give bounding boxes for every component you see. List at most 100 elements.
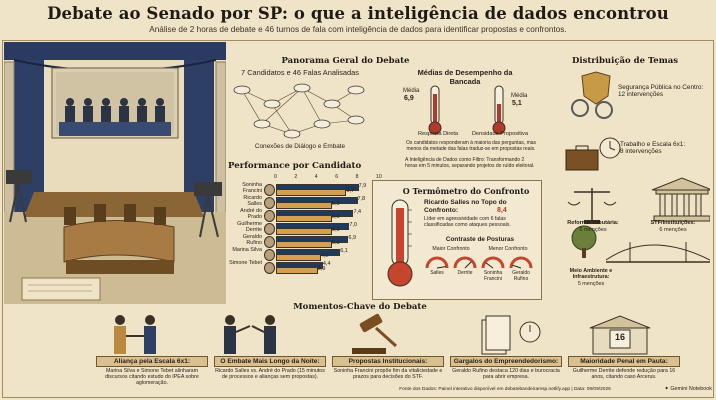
data-filter-note: A Inteligência de Dados como Filtro: Tra… xyxy=(405,157,535,169)
moment-card: Propostas Institucionais: Soninha Francin… xyxy=(332,356,444,380)
page-frame xyxy=(2,40,714,398)
theme-tax-detail: 6 menções xyxy=(579,226,607,233)
bench-right-caption: Densidade Propositiva xyxy=(472,131,528,137)
posture-gauge xyxy=(425,256,449,269)
calendar-number: 16 xyxy=(614,332,625,342)
performance-value-dark: 7,0 xyxy=(349,222,358,228)
themes-title: Distribuição de Temas xyxy=(571,56,679,66)
theme-security-detail: 12 intervenções xyxy=(618,91,664,99)
moment-title: Maioridade Penal em Pauta: xyxy=(568,356,680,367)
performance-bar-light xyxy=(276,267,318,274)
bench-title: Médias de Desempenho da Bancada xyxy=(417,68,513,86)
performance-title: Performance por Candidato xyxy=(228,161,362,171)
theme-environment-detail: 5 menções xyxy=(577,280,605,287)
candidate-avatar xyxy=(264,223,275,235)
thermo-leader-value: 8,4 xyxy=(497,206,507,214)
theme-stf-label: STF/Instituições: xyxy=(650,220,696,226)
sparkle-icon: ✦ xyxy=(664,386,671,392)
axis-tick: 0 xyxy=(274,174,277,180)
thermo-title: O Termômetro do Confronto xyxy=(402,186,530,196)
moment-desc: Marina Silva e Simone Tebet alinharam di… xyxy=(105,368,199,386)
posture-gauge xyxy=(481,256,505,269)
contrast-title: Contraste de Posturas xyxy=(445,236,515,243)
performance-value-light: 5,3 xyxy=(332,240,340,246)
bench-thermometers xyxy=(428,85,506,135)
performance-value-dark: 7,4 xyxy=(353,209,362,215)
footer-brand-label: Gemini Notebook xyxy=(670,386,712,392)
theme-environment-label: Meio Ambiente e Infraestrutura: xyxy=(569,268,613,281)
moment-desc: Geraldo Rufino destaca 120 dias e burocr… xyxy=(452,368,560,380)
candidate-name: Soninha Francini xyxy=(242,182,262,194)
moment-desc: Soninha Francini propõe fim da vitalicie… xyxy=(333,368,443,380)
page-title: Debate ao Senado por SP: o que a intelig… xyxy=(47,4,669,23)
theme-security-label: Segurança Pública no Centro: xyxy=(618,84,704,91)
network-caption: Conexões de Diálogo e Embate xyxy=(254,143,346,150)
thermo-leader-title: Ricardo Salles no Topo do Confronto: xyxy=(424,199,507,214)
performance-value-dark: 7,8 xyxy=(357,196,366,202)
axis-tick: 4 xyxy=(314,174,318,180)
performance-value-dark: 6,9 xyxy=(348,235,357,241)
debate-stage-illustration xyxy=(4,42,226,304)
confront-thermometer xyxy=(387,199,413,287)
candidate-name: Ricardo Salles xyxy=(243,195,262,207)
performance-bar-light xyxy=(276,254,321,261)
moment-card: Gargalos do Empreendedorismo: Geraldo Ruf… xyxy=(450,356,562,380)
bench-left-value: 6,9 xyxy=(404,95,414,102)
theme-tax-label: Reforma Tributária: xyxy=(567,220,619,226)
theme-environment: Meio Ambiente e Infraestrutura: 5 mençõe… xyxy=(560,268,622,287)
performance-value-dark: 7,9 xyxy=(358,183,367,189)
axis-tick: 10 xyxy=(376,174,382,180)
moments-illustrations xyxy=(114,313,651,355)
posture-gauge-label: Geraldo Rufino xyxy=(512,270,530,282)
moment-title: Gargalos do Empreendedorismo: xyxy=(450,356,562,367)
footer-brand: ✦ Gemini Notebook xyxy=(650,386,712,392)
candidate-avatar xyxy=(264,236,275,248)
moment-card: O Embate Mais Longo da Noite: Ricardo Sal… xyxy=(214,356,326,380)
bench-left-label: Média xyxy=(403,88,420,94)
performance-value-light: 5,3 xyxy=(332,214,340,220)
performance-bar-light xyxy=(276,215,333,222)
footer-source: Fonte dos Dados: Painel interativo dispo… xyxy=(399,387,611,392)
candidate-avatar xyxy=(264,249,275,261)
axis-tick: 6 xyxy=(335,174,339,180)
overview-title: Panorama Geral do Debate xyxy=(281,56,410,66)
dialogue-network xyxy=(233,83,365,139)
theme-work-label: Trabalho e Escala 6x1: xyxy=(620,141,686,148)
theme-work: Trabalho e Escala 6x1: 8 intervenções xyxy=(620,141,710,156)
overview-count-label: 7 Candidatos e 46 Falas Analisadas xyxy=(241,68,359,77)
axis-tick: 8 xyxy=(355,174,359,180)
moment-title: Propostas Institucionais: xyxy=(332,356,444,367)
candidate-avatar xyxy=(264,184,275,196)
theme-work-detail: 8 intervenções xyxy=(620,148,662,156)
performance-value-dark: 4,4 xyxy=(322,261,331,267)
performance-value-light: 4,2 xyxy=(320,253,329,259)
performance-value-light: 5,3 xyxy=(332,227,340,233)
performance-bar-light xyxy=(276,202,333,209)
moment-desc: Ricardo Salles vs. André do Prado (15 mi… xyxy=(215,368,325,380)
candidate-name: André do Prado xyxy=(240,208,262,220)
performance-value-light: 3,9 xyxy=(317,266,326,272)
theme-stf: STF/Instituições: 6 menções xyxy=(636,220,710,233)
performance-chart: 0 2 4 6 8 10 Soninha Francini 7,9 6,7 Ricardo Sal… xyxy=(228,172,392,276)
bench-left-caption: Resposta Direta xyxy=(417,131,459,137)
performance-bar-light xyxy=(276,228,333,235)
moment-card: Aliança pela Escala 6x1: Marina Silva e S… xyxy=(96,356,208,386)
posture-gauge-label: Salles xyxy=(430,270,444,276)
performance-value-light: 5,3 xyxy=(332,201,340,207)
candidate-name: Guilherme Derrite xyxy=(237,221,262,233)
theme-tax: Reforma Tributária: 6 menções xyxy=(562,220,624,233)
performance-value-dark: 6,1 xyxy=(340,248,348,254)
moments-title: Momentos-Chave do Debate xyxy=(293,302,427,312)
themes-icons xyxy=(565,71,710,263)
candidate-avatar xyxy=(264,262,275,274)
posture-gauges: Salles Derrite Soninha Francini Geraldo Ruf… xyxy=(424,254,540,294)
posture-gauge xyxy=(509,256,533,269)
posture-gauge-label: Derrite xyxy=(457,270,473,276)
theme-security: Segurança Pública no Centro: 12 interven… xyxy=(618,84,710,99)
thermo-leader-desc: Líder em agressividade com 6 falas class… xyxy=(424,216,511,228)
page-subtitle: Análise de 2 horas de debate e 46 turnos… xyxy=(149,25,567,34)
moment-card: Maioridade Penal em Pauta: Guilherme Derr… xyxy=(568,356,680,380)
moment-desc: Guilherme Derrite defende redução para 1… xyxy=(572,368,676,380)
contrast-min-label: Menor Confronto xyxy=(488,246,528,252)
bench-right-label: Média xyxy=(511,93,528,99)
